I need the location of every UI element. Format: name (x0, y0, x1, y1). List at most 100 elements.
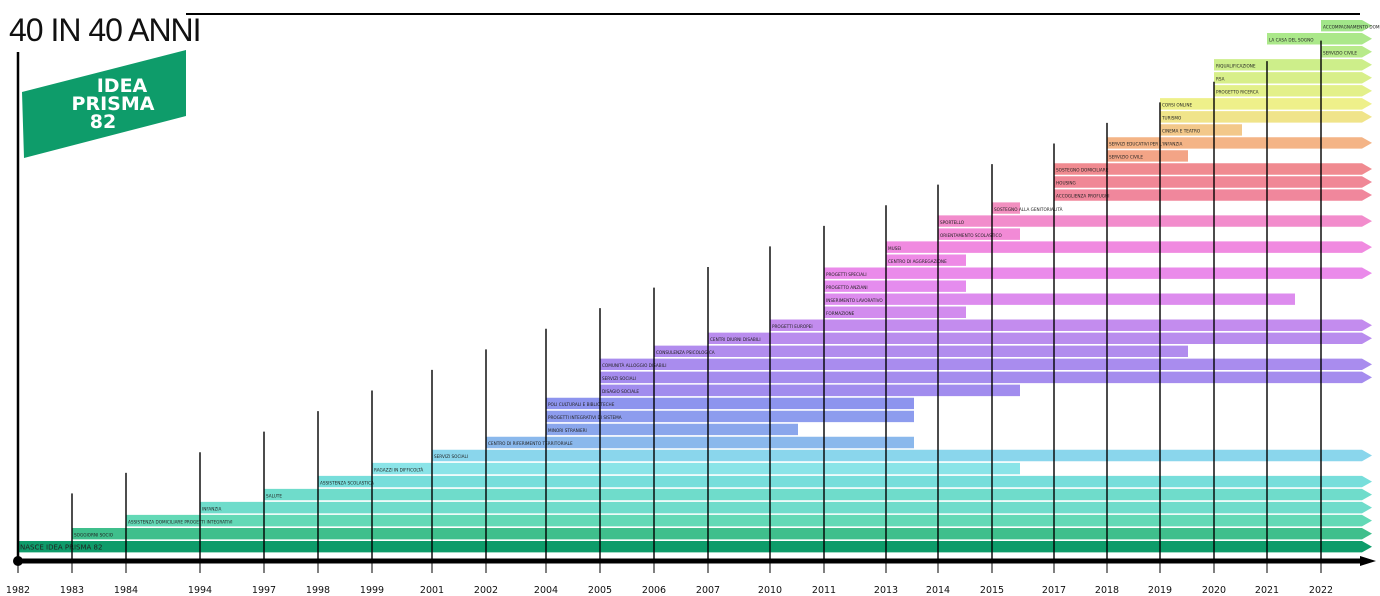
activity-label: PROGETTI EUROPEI (772, 324, 813, 329)
year-label: 2005 (588, 585, 612, 596)
activity-bar-shape (1214, 72, 1372, 83)
activity-bar: MINORI STRANIERI (546, 424, 798, 435)
year-label: 2014 (926, 585, 950, 596)
activity-bar: COMUNITÀ ALLOGGIO DISABILI (600, 359, 1372, 370)
activity-label: PROGETTI INTEGRATIVI DI SISTEMA (548, 415, 622, 420)
activity-bar-shape (72, 528, 1372, 539)
activity-label: ORIENTAMENTO SCOLASTICO (940, 233, 1002, 238)
activity-bar: SERVIZIO CIVILE (1107, 150, 1188, 161)
activity-bar: INSERIMENTO LAVORATIVO (824, 294, 1295, 305)
activity-label: CONSULENZA PSICOLOGICA (656, 350, 715, 355)
year-label: 2004 (534, 585, 558, 596)
year-label: 1982 (6, 585, 30, 596)
activity-label: CENTRO DI RIFERIMENTO TERRITORIALE (488, 441, 573, 446)
activity-label: SOGGIORNI SOCIO (74, 532, 114, 537)
activity-bar: POLI CULTURALI E BIBLIOTECHE (546, 398, 914, 409)
activity-bar: CENTRO DI AGGREGAZIONE (886, 254, 966, 265)
activity-label: ASSISTENZA SCOLASTICA (320, 480, 374, 485)
year-label: 2022 (1309, 585, 1333, 596)
activity-bar-shape (770, 320, 1372, 331)
activity-bar: CENTRI DIURNI DISABILI (708, 333, 1372, 344)
activity-bar: ORIENTAMENTO SCOLASTICO (938, 228, 1020, 239)
activity-bar: ASSISTENZA DOMICILIARE PROGETTI INTEGRAT… (126, 515, 1372, 526)
year-label: 1999 (360, 585, 384, 596)
activity-label: INFANZIA (202, 506, 221, 511)
year-label: 1998 (306, 585, 330, 596)
activity-bar-shape (654, 346, 1188, 357)
activity-bar: CENTRO DI RIFERIMENTO TERRITORIALE (486, 437, 914, 448)
year-label: 2015 (980, 585, 1004, 596)
activity-bar-shape (432, 450, 1372, 461)
activity-bar: PROGETTI SPECIALI (824, 267, 1372, 278)
activity-label: ACCOMPAGNAMENTO DOMICILIARE (1323, 24, 1380, 29)
activity-bar-shape (708, 333, 1372, 344)
axis-arrowhead (1360, 556, 1376, 566)
activity-bar-shape (600, 372, 1372, 383)
year-label: 1994 (188, 585, 212, 596)
year-label: 1997 (252, 585, 276, 596)
activity-bar-shape (600, 385, 1020, 396)
year-label: 2010 (758, 585, 782, 596)
activity-label: RSA (1216, 77, 1225, 82)
activity-label: SERVIZI SOCIALI (602, 376, 636, 381)
activity-bar: MUSEI (886, 241, 1372, 252)
year-label: 2018 (1095, 585, 1119, 596)
activity-label: LA CASA DEL SOGNO (1269, 37, 1314, 42)
activity-label: HOUSING (1056, 181, 1076, 186)
activity-bar: FORMAZIONE (824, 307, 966, 318)
activity-bar: SALUTE (264, 489, 1372, 500)
activity-bar: LA CASA DEL SOGNO (1267, 33, 1372, 44)
year-label: 2002 (474, 585, 498, 596)
activity-bar-shape (824, 294, 1295, 305)
activity-bar-shape (1054, 176, 1372, 187)
year-label: 2001 (420, 585, 444, 596)
activity-bar: RIQUALIFICAZIONE (1214, 59, 1372, 70)
activity-label: SERVIZI EDUCATIVI PER L'INFANZIA (1109, 142, 1183, 147)
year-label: 2020 (1202, 585, 1226, 596)
activity-label: CINEMA E TEATRO (1162, 129, 1201, 134)
activity-bar-shape (264, 489, 1372, 500)
activity-bar: SOGGIORNI SOCIO (72, 528, 1372, 539)
activity-label: PROGETTO RICERCA (1216, 90, 1259, 95)
activity-bar: PROGETTI EUROPEI (770, 320, 1372, 331)
activity-label: CENTRI DIURNI DISABILI (710, 337, 761, 342)
activity-label: SOSTEGNO DOMICILIARE (1056, 168, 1109, 173)
activity-label: POLI CULTURALI E BIBLIOTECHE (548, 402, 615, 407)
year-label: 2021 (1255, 585, 1279, 596)
activity-bar-shape (200, 502, 1372, 513)
activity-label: SERVIZI SOCIALI (434, 454, 468, 459)
activity-bar-shape (372, 463, 1020, 474)
activity-bar-shape (824, 267, 1372, 278)
activity-bar-shape (886, 241, 1372, 252)
activity-label: CORSI ONLINE (1162, 103, 1192, 108)
activity-bar: SERVIZIO CIVILE (1321, 46, 1372, 57)
activity-label: INSERIMENTO LAVORATIVO (826, 298, 883, 303)
activity-label: MUSEI (888, 246, 901, 251)
activity-label: SERVIZIO CIVILE (1109, 155, 1143, 160)
activity-bar-shape (1160, 111, 1372, 122)
activity-label: RAGAZZI IN DIFFICOLTÀ (374, 467, 423, 472)
activity-label: SERVIZIO CIVILE (1323, 50, 1357, 55)
activity-bar-shape (938, 215, 1372, 226)
activity-bar: NASCE IDEA PRISMA 82 (18, 541, 1372, 552)
activity-bar: ACCOMPAGNAMENTO DOMICILIARE (1321, 20, 1380, 31)
year-label: 2017 (1042, 585, 1066, 596)
activity-label: NASCE IDEA PRISMA 82 (20, 543, 102, 551)
activity-label: PROGETTO ANZIANI (826, 285, 868, 290)
activity-bar: CORSI ONLINE (1160, 98, 1372, 109)
year-label: 2011 (812, 585, 836, 596)
activity-label: RIQUALIFICAZIONE (1216, 63, 1256, 68)
activity-bar: CINEMA E TEATRO (1160, 124, 1242, 135)
year-label: 1984 (114, 585, 138, 596)
activity-bar: SOSTEGNO ALLA GENITORIALITÀ (992, 202, 1063, 213)
axis-start-dot (13, 556, 23, 566)
activity-bar: INFANZIA (200, 502, 1372, 513)
activity-label: FORMAZIONE (826, 311, 855, 316)
year-label: 2019 (1148, 585, 1172, 596)
activity-label: COMUNITÀ ALLOGGIO DISABILI (602, 363, 666, 368)
activity-bar: SPORTELLO (938, 215, 1372, 226)
activity-bar: SERVIZI SOCIALI (432, 450, 1372, 461)
activity-bar-shape (18, 541, 1372, 552)
